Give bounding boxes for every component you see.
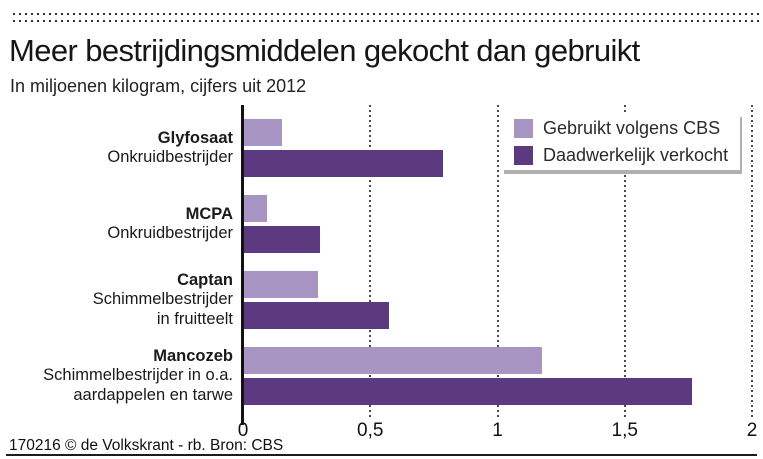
bar-sold-mancozeb — [244, 378, 692, 405]
x-tick-label-0: 0 — [237, 420, 249, 441]
legend-item-used: Gebruikt volgens CBS — [514, 118, 740, 139]
bar-sold-glyfosaat — [244, 150, 443, 177]
category-description: Onkruidbestrijder — [107, 148, 233, 166]
bar-used-glyfosaat — [244, 119, 282, 146]
bar-sold-mcpa — [244, 226, 320, 253]
x-tick-label-2: 2 — [746, 420, 758, 441]
x-tick-label-0,5: 0,5 — [357, 420, 384, 441]
category-name: Glyfosaat — [157, 128, 233, 147]
gridline-2 — [751, 105, 753, 418]
x-tick-label-1,5: 1,5 — [611, 420, 638, 441]
bar-used-mcpa — [244, 195, 267, 222]
x-tick-label-1: 1 — [492, 420, 503, 441]
page-subtitle: In miljoenen kilogram, cijfers uit 2012 — [10, 76, 307, 96]
category-label-glyfosaat: Glyfosaat Onkruidbestrijder — [0, 119, 233, 177]
legend-label-used: Gebruikt volgens CBS — [543, 117, 721, 138]
top-dotted-rule-1 — [13, 13, 762, 15]
bottom-rule — [6, 454, 757, 456]
bar-used-captan — [244, 271, 318, 298]
source-credit: 170216 © de Volkskrant - rb. Bron: CBS — [9, 437, 284, 454]
legend-swatch-sold — [514, 145, 533, 165]
page-title: Meer bestrijdingsmiddelen gekocht dan ge… — [9, 33, 640, 68]
bar-sold-captan — [244, 302, 389, 329]
category-description: Onkruidbestrijder — [107, 224, 233, 242]
legend-item-sold: Daadwerkelijk verkocht — [514, 145, 740, 166]
category-name: Mancozeb — [153, 346, 233, 365]
legend-label-sold: Daadwerkelijk verkocht — [543, 144, 729, 165]
y-axis-zero-line — [241, 105, 244, 425]
category-label-mancozeb: Mancozeb Schimmelbestrijder in o.a. aardap… — [0, 347, 233, 405]
gridline-1 — [496, 105, 499, 418]
category-description: Schimmelbestrijder — [92, 290, 233, 309]
category-description: in fruitteelt — [156, 309, 233, 328]
category-name: Captan — [177, 270, 233, 289]
gridline-0,5 — [369, 105, 372, 418]
category-description: Schimmelbestrijder in o.a. — [43, 366, 233, 385]
top-dotted-rule-2 — [13, 20, 762, 22]
legend: Gebruikt volgens CBS Daadwerkelijk verko… — [502, 113, 740, 170]
gridline-1,5 — [623, 105, 626, 418]
bar-used-mancozeb — [244, 347, 542, 374]
category-label-mcpa: MCPA Onkruidbestrijder — [0, 195, 233, 253]
legend-swatch-used — [514, 118, 533, 138]
category-description: aardappelen en tarwe — [73, 385, 233, 404]
category-name: MCPA — [185, 204, 233, 223]
category-label-captan: Captan Schimmelbestrijder in fruitteelt — [0, 271, 233, 329]
